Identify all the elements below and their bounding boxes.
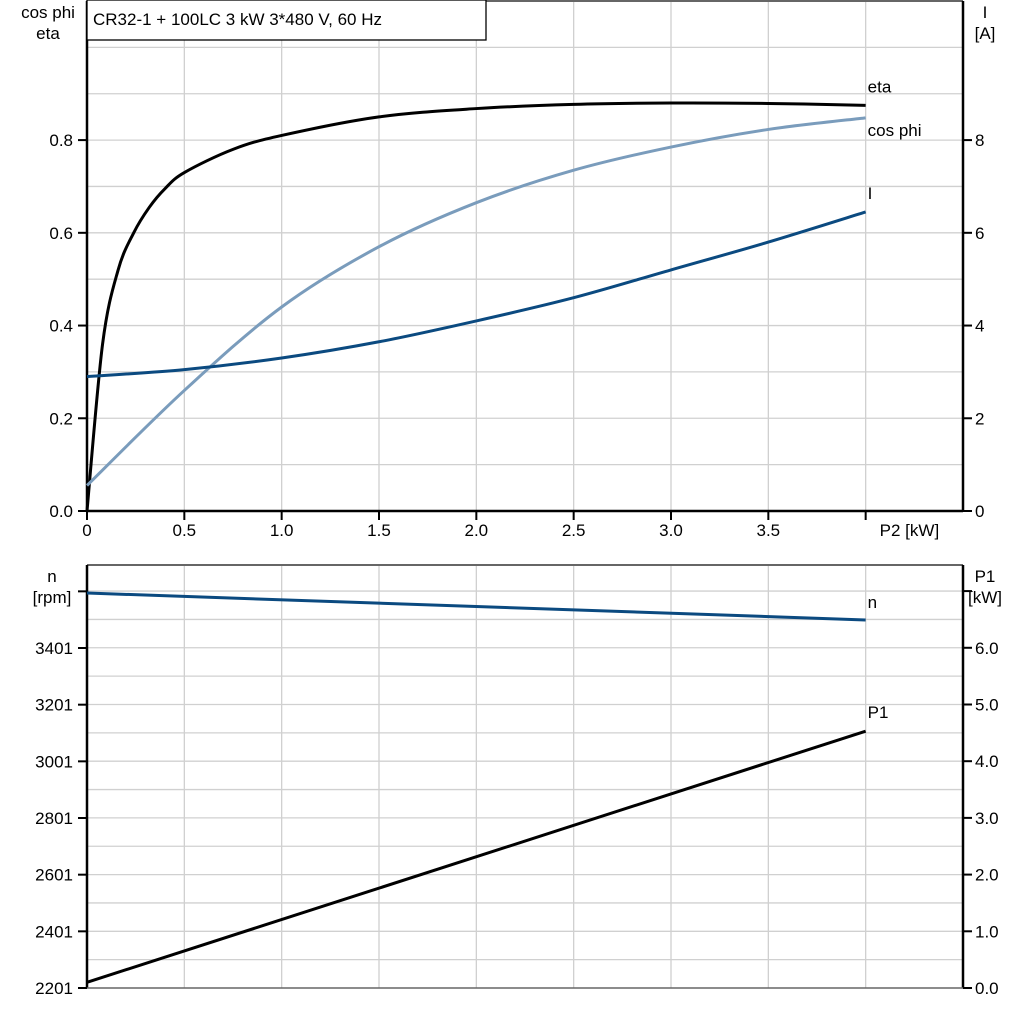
y-right-axis-label: I [983,3,988,22]
y-right-tick-label: 6 [975,224,984,243]
series-label-p1: P1 [868,703,889,722]
y-right-tick-label: 0 [975,502,984,521]
x-axis-label: P2 [kW] [880,521,940,540]
series-line-n [86,591,866,622]
y-left-tick-label: 2801 [35,809,73,828]
y-left-tick-label: 0.4 [49,317,73,336]
y-left-axis-label: cos phi [21,3,75,22]
y-left-tick-label: 0.2 [49,409,73,428]
series-line-i [86,210,867,379]
series-line-eta [85,101,866,512]
x-tick-label: 1.5 [367,521,391,540]
y-left-axis-label: n [47,567,56,586]
y-right-tick-label: 4 [975,317,984,336]
title-box [86,0,487,41]
y-right-tick-label: 5.0 [975,695,999,714]
y-left-tick-label: 2201 [35,979,73,998]
x-tick-label: 1.0 [270,521,294,540]
y-right-axis-label: [kW] [968,588,1002,607]
y-right-tick-label: 4.0 [975,752,999,771]
y-right-axis-label: P1 [975,567,996,586]
y-left-tick-label: 3001 [35,752,73,771]
x-tick-label: 0.5 [173,521,197,540]
series-line-p1 [86,729,867,984]
y-right-tick-label: 3.0 [975,809,999,828]
x-tick-label: 0 [82,521,91,540]
series-label-cos-phi: cos phi [868,121,922,140]
y-left-tick-label: 0.0 [49,502,73,521]
x-tick-label: 2.0 [465,521,489,540]
y-left-tick-label: 0.8 [49,131,73,150]
series-label-n: n [868,593,877,612]
y-left-tick-label: 2401 [35,922,73,941]
y-right-axis-label: [A] [975,24,996,43]
y-right-tick-label: 1.0 [975,922,999,941]
y-left-tick-label: 3401 [35,639,73,658]
y-left-axis-label: eta [36,24,60,43]
y-right-tick-label: 6.0 [975,639,999,658]
y-left-tick-label: 2601 [35,866,73,885]
chart-title: CR32-1 + 100LC 3 kW 3*480 V, 60 Hz [93,10,382,29]
series-label-eta: eta [868,77,892,96]
y-right-tick-label: 0.0 [975,979,999,998]
y-left-tick-label: 3201 [35,696,73,715]
x-tick-label: 2.5 [562,521,586,540]
x-tick-label: 3.0 [659,521,683,540]
x-tick-label: 3.5 [757,521,781,540]
series-label-i: I [868,184,873,203]
y-right-tick-label: 8 [975,131,984,150]
y-right-tick-label: 2.0 [975,866,999,885]
y-left-tick-label: 0.6 [49,224,73,243]
y-left-axis-label: [rpm] [33,588,72,607]
y-right-tick-label: 2 [975,409,984,428]
series-line-cos-phi [85,116,866,487]
